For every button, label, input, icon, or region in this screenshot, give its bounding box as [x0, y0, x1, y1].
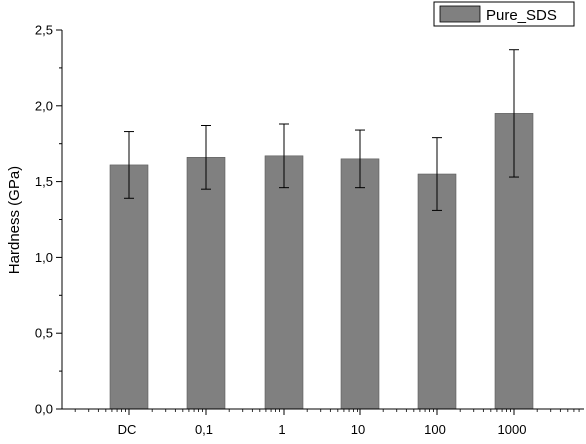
y-tick-label: 2,0 [35, 98, 53, 113]
bars-layer [109, 49, 534, 410]
y-axis-title: Hardness (GPa) [6, 166, 23, 274]
legend-swatch [439, 5, 481, 23]
x-tick-label: 10 [351, 422, 365, 437]
bar [340, 158, 380, 410]
y-tick-label: 1,5 [35, 174, 53, 189]
x-tick-label: 1000 [498, 422, 527, 437]
axes-layer: DC 0,1 1 10 100 1000 0,0 0,5 1,0 1,5 2,0 2,5 [35, 23, 584, 437]
y-tick-label: 0,5 [35, 326, 53, 341]
x-tick-label: 0,1 [195, 422, 213, 437]
bar [417, 173, 457, 410]
bar [186, 157, 226, 410]
bar [109, 164, 149, 410]
x-tick-label: 1 [278, 422, 285, 437]
bar [264, 155, 304, 410]
x-tick-label: DC [118, 422, 137, 437]
legend: Pure_SDS [433, 1, 575, 27]
x-tick-label: 100 [424, 422, 446, 437]
y-tick-label: 2,5 [35, 23, 53, 38]
legend-label: Pure_SDS [486, 7, 557, 24]
y-tick-label: 0,0 [35, 402, 53, 417]
y-tick-label: 1,0 [35, 250, 53, 265]
